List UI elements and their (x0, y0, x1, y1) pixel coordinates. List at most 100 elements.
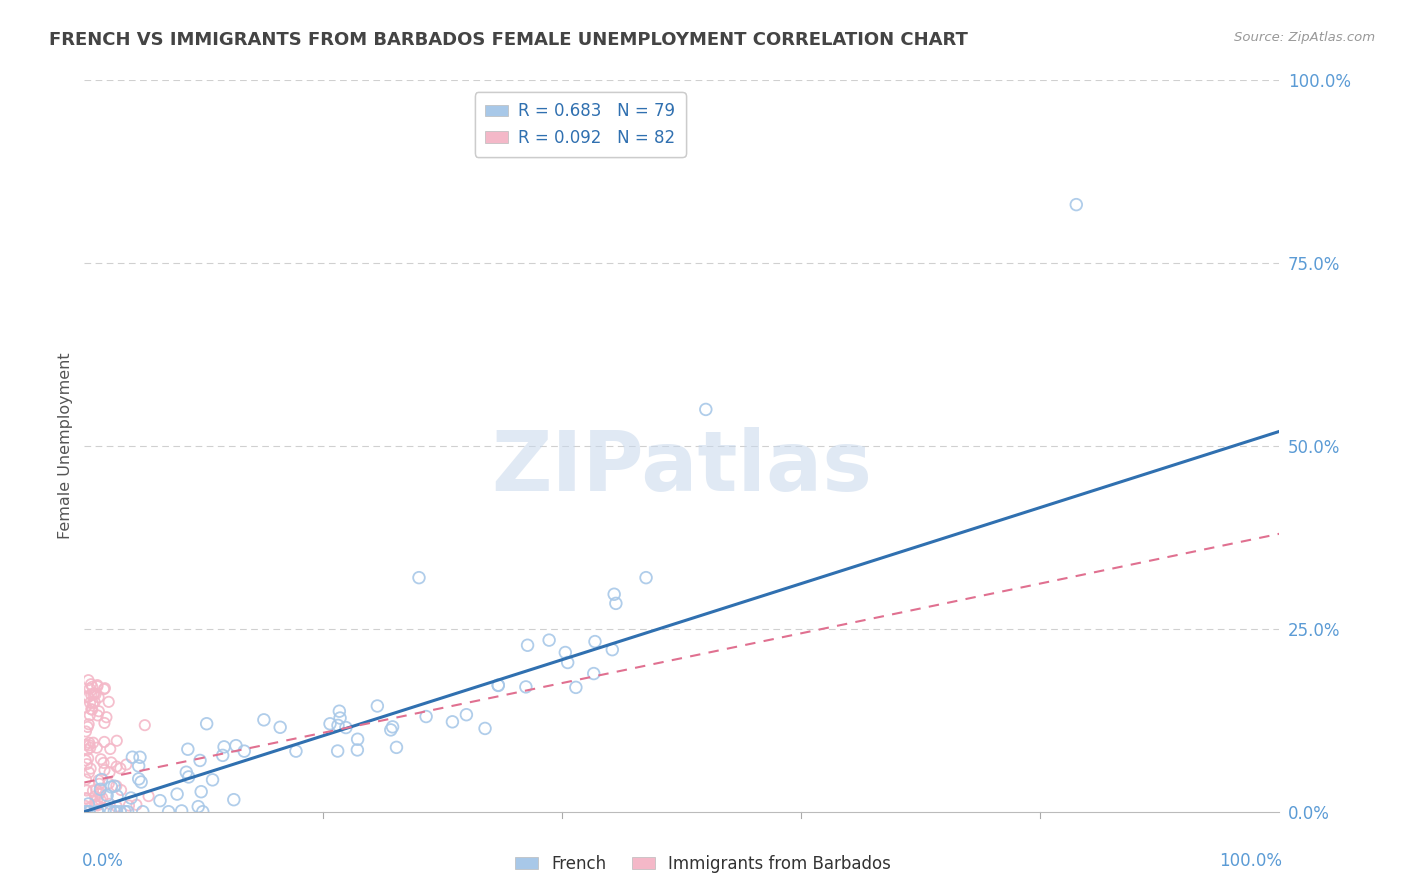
Point (75, 738, 97, 752)
Point (565, 681, 588, 695)
Point (80, 702, 103, 716)
Point (84, 797, 107, 812)
Point (328, 704, 350, 718)
Point (128, 772, 150, 786)
Point (86, 740, 108, 755)
Point (695, 402, 717, 417)
Point (128, 759, 150, 773)
Point (77, 736, 100, 750)
Point (105, 789, 128, 804)
Point (132, 805, 155, 819)
Point (114, 805, 136, 819)
Point (326, 744, 349, 758)
Point (75, 754, 97, 768)
Point (346, 743, 368, 757)
Point (98, 742, 121, 756)
Text: Source: ZipAtlas.com: Source: ZipAtlas.com (1234, 31, 1375, 45)
Point (96, 710, 118, 724)
Point (89, 792, 111, 806)
Point (486, 678, 509, 692)
Point (170, 804, 193, 818)
Point (82, 783, 104, 797)
Text: FRENCH VS IMMIGRANTS FROM BARBADOS FEMALE UNEMPLOYMENT CORRELATION CHART: FRENCH VS IMMIGRANTS FROM BARBADOS FEMAL… (49, 31, 969, 49)
Point (98, 797, 121, 811)
Point (346, 732, 368, 747)
Point (441, 714, 464, 729)
Point (554, 646, 576, 660)
Point (195, 716, 218, 731)
Point (77, 797, 100, 811)
Point (474, 722, 496, 736)
Point (76, 690, 98, 704)
Point (77, 765, 100, 780)
Point (177, 742, 200, 756)
Point (76, 757, 98, 772)
Point (515, 680, 537, 694)
Point (89, 787, 111, 801)
Point (98, 765, 121, 780)
Point (415, 709, 437, 723)
Point (93, 735, 115, 749)
Point (225, 739, 247, 753)
Point (516, 638, 538, 652)
Point (87, 690, 110, 705)
Point (211, 748, 233, 763)
Point (381, 720, 404, 734)
Point (87, 704, 110, 718)
Point (110, 805, 132, 819)
Point (93, 763, 115, 777)
Y-axis label: Female Unemployment: Female Unemployment (58, 352, 73, 540)
Point (212, 739, 235, 754)
Point (93, 756, 115, 770)
Point (82, 680, 104, 694)
Point (93, 716, 115, 731)
Point (82, 736, 104, 750)
Point (105, 779, 128, 793)
Point (1066, 197, 1088, 211)
Point (105, 759, 128, 773)
Point (188, 754, 211, 768)
Point (75, 700, 97, 714)
Point (121, 750, 143, 764)
Point (269, 720, 291, 734)
Point (75, 805, 97, 819)
Point (385, 740, 408, 755)
Point (319, 716, 342, 731)
Point (97, 776, 120, 790)
Point (129, 775, 152, 789)
Point (538, 633, 561, 648)
Point (75, 791, 97, 805)
Point (77, 690, 100, 704)
Point (149, 794, 172, 808)
Text: ZIPatlas: ZIPatlas (492, 427, 872, 508)
Point (77, 805, 100, 819)
Point (77, 738, 100, 752)
Point (105, 799, 128, 814)
Point (100, 780, 122, 794)
Point (201, 772, 224, 787)
Point (87, 773, 110, 788)
Point (79, 762, 101, 776)
Point (222, 793, 245, 807)
Point (82, 703, 104, 717)
Point (233, 744, 256, 758)
Point (329, 711, 352, 725)
Point (94, 681, 117, 696)
Point (120, 791, 142, 805)
Point (76, 720, 98, 734)
Point (103, 779, 125, 793)
Point (166, 787, 188, 801)
Point (84, 797, 107, 812)
Point (105, 733, 128, 747)
Point (76, 783, 98, 797)
Point (118, 798, 141, 813)
Text: 0.0%: 0.0% (82, 852, 124, 870)
Point (77, 751, 100, 765)
Point (75, 804, 97, 818)
Point (557, 656, 579, 670)
Point (335, 721, 357, 735)
Point (87, 805, 110, 819)
Point (603, 587, 626, 601)
Legend: French, Immigrants from Barbados: French, Immigrants from Barbados (508, 848, 898, 880)
Point (177, 770, 200, 784)
